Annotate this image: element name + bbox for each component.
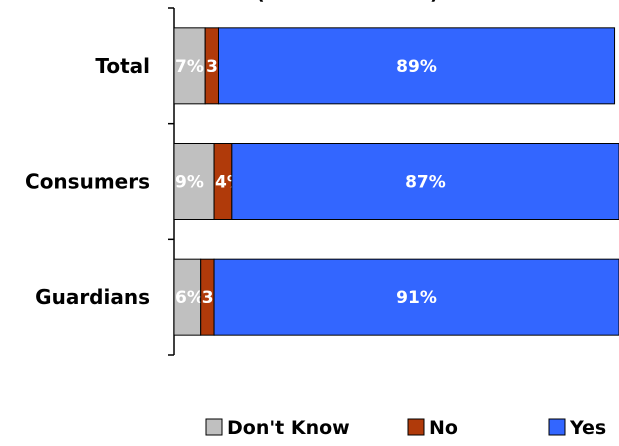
bar-segment bbox=[213, 258, 619, 336]
category-label: Consumers bbox=[25, 170, 150, 194]
category-axis bbox=[168, 7, 175, 356]
bar-value-label: 7% bbox=[175, 57, 204, 77]
bar-value-label: 91% bbox=[396, 288, 437, 308]
category-label: Total bbox=[95, 54, 150, 78]
bar-segment bbox=[231, 143, 619, 220]
chart-title-fragment-start: ( bbox=[256, 0, 265, 4]
legend: Don't Know No Yes bbox=[205, 417, 606, 439]
bar-segment bbox=[218, 27, 616, 105]
legend-entry: Yes bbox=[569, 417, 606, 439]
legend-swatch bbox=[407, 418, 425, 436]
bar-value-label: 6% bbox=[175, 288, 204, 308]
bar-group: 7%3%89%9%4%87%6%3%91% bbox=[173, 27, 619, 336]
chart-title-fragment-end: ) bbox=[430, 0, 439, 4]
category-labels: Total Consumers Guardians bbox=[25, 54, 150, 309]
legend-entry: No bbox=[429, 417, 458, 439]
bar-value-label: 87% bbox=[405, 173, 446, 193]
bar-value-label: 89% bbox=[396, 57, 437, 77]
legend-swatch bbox=[205, 418, 223, 436]
legend-entry: Don't Know bbox=[227, 417, 350, 439]
bar-segment bbox=[173, 27, 206, 105]
bar-value-label: 9% bbox=[175, 173, 204, 193]
category-label: Guardians bbox=[35, 285, 150, 309]
legend-swatch bbox=[548, 418, 566, 436]
